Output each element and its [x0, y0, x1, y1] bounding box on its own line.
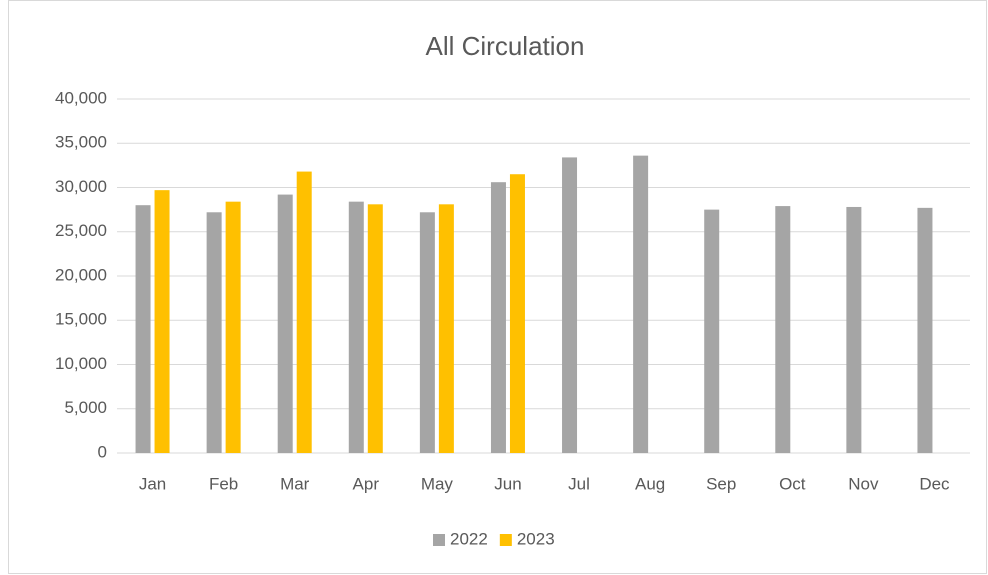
bar	[562, 157, 578, 453]
x-tick-label: Nov	[848, 474, 879, 493]
y-tick-label: 40,000	[55, 88, 107, 107]
x-tick-label: Jul	[568, 474, 590, 493]
x-tick-label: Feb	[209, 474, 238, 493]
y-tick-label: 25,000	[55, 221, 107, 240]
x-tick-label: Dec	[919, 474, 950, 493]
bar	[438, 204, 454, 453]
bar	[296, 171, 312, 453]
bar	[367, 204, 383, 453]
bar	[135, 205, 151, 453]
x-tick-label: Apr	[353, 474, 380, 493]
x-tick-label: May	[421, 474, 454, 493]
bar	[225, 201, 241, 453]
y-tick-label: 5,000	[64, 398, 107, 417]
y-tick-label: 0	[98, 442, 107, 461]
legend-label: 2023	[517, 529, 555, 548]
y-tick-label: 10,000	[55, 354, 107, 373]
x-tick-label: Oct	[779, 474, 806, 493]
bar	[509, 174, 525, 453]
bar	[490, 182, 506, 453]
bar	[154, 190, 170, 453]
bar	[775, 206, 791, 453]
y-tick-label: 30,000	[55, 177, 107, 196]
bar	[206, 212, 222, 453]
legend-swatch	[433, 534, 445, 546]
y-tick-label: 20,000	[55, 265, 107, 284]
bar	[633, 155, 649, 453]
x-tick-label: Sep	[706, 474, 736, 493]
bar	[846, 206, 862, 453]
bar	[704, 209, 720, 453]
x-tick-label: Mar	[280, 474, 310, 493]
x-tick-label: Jun	[494, 474, 521, 493]
y-tick-label: 35,000	[55, 133, 107, 152]
chart-title: All Circulation	[426, 31, 585, 61]
x-tick-label: Aug	[635, 474, 665, 493]
bar	[917, 207, 933, 453]
bar	[348, 201, 364, 453]
legend-label: 2022	[450, 529, 488, 548]
bar	[419, 212, 435, 453]
y-tick-label: 15,000	[55, 310, 107, 329]
bar	[277, 194, 293, 453]
x-tick-label: Jan	[139, 474, 166, 493]
legend-swatch	[499, 534, 512, 546]
